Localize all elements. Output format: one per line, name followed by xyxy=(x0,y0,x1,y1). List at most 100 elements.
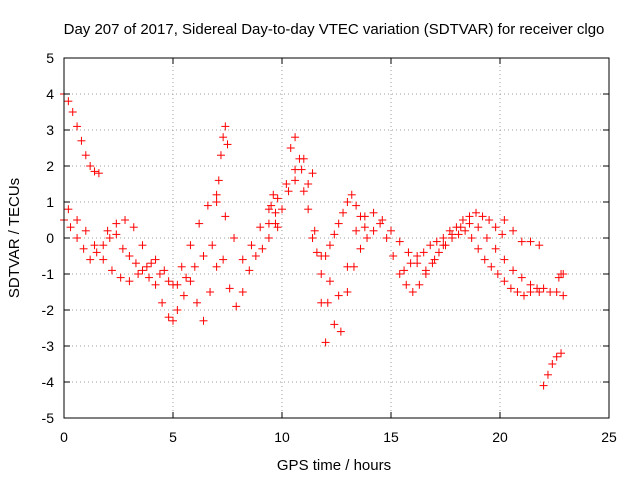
data-point xyxy=(480,255,489,264)
data-point xyxy=(64,97,73,106)
data-point xyxy=(509,226,518,235)
data-point xyxy=(173,306,182,314)
data-point xyxy=(271,208,280,217)
data-point xyxy=(273,194,282,203)
data-point xyxy=(147,259,156,268)
data-point xyxy=(428,259,437,268)
data-point xyxy=(336,327,345,336)
data-point xyxy=(267,201,276,210)
data-point xyxy=(164,313,173,322)
data-point xyxy=(90,167,99,176)
data-point xyxy=(219,255,228,264)
data-point xyxy=(304,180,313,188)
data-point xyxy=(230,234,239,242)
data-point xyxy=(482,234,491,242)
data-point xyxy=(330,320,339,329)
data-point xyxy=(232,302,241,311)
data-point xyxy=(295,154,304,163)
x-tick-label: 0 xyxy=(60,429,68,445)
data-point xyxy=(186,277,195,286)
data-point xyxy=(552,288,561,296)
data-point xyxy=(94,169,103,178)
data-point xyxy=(186,241,195,250)
x-tick-label: 20 xyxy=(492,429,508,445)
data-point xyxy=(310,226,319,235)
data-point xyxy=(99,241,108,250)
data-point xyxy=(485,216,494,224)
data-point xyxy=(339,208,348,217)
data-point xyxy=(360,223,369,232)
data-point xyxy=(81,226,90,235)
data-point xyxy=(131,259,140,268)
data-point xyxy=(151,255,160,264)
data-point xyxy=(395,237,404,246)
data-point xyxy=(116,273,125,282)
data-point xyxy=(406,259,415,268)
data-point xyxy=(539,381,548,390)
data-point xyxy=(105,234,114,242)
data-point xyxy=(526,280,535,289)
data-point xyxy=(352,226,361,235)
data-point xyxy=(330,230,339,239)
data-point xyxy=(282,180,291,188)
data-point xyxy=(465,212,474,221)
data-point xyxy=(219,133,228,142)
x-tick-label: 15 xyxy=(383,429,399,445)
data-point xyxy=(343,198,352,206)
data-point xyxy=(308,234,317,242)
data-point xyxy=(214,176,223,185)
data-point xyxy=(539,284,548,293)
y-tick-label: -3 xyxy=(42,338,55,354)
data-point xyxy=(73,234,82,242)
data-point xyxy=(474,223,483,232)
data-point xyxy=(356,244,365,253)
x-axis-label: GPS time / hours xyxy=(277,457,391,474)
data-point xyxy=(245,266,254,275)
data-point xyxy=(216,151,225,160)
data-point xyxy=(500,277,509,286)
data-point xyxy=(138,241,147,250)
data-point xyxy=(500,255,509,264)
data-point xyxy=(134,270,143,278)
data-point xyxy=(238,255,247,264)
data-point xyxy=(445,226,454,235)
data-point xyxy=(177,262,186,271)
data-point xyxy=(77,136,86,145)
data-point xyxy=(467,234,476,242)
y-tick-label: 4 xyxy=(46,86,54,102)
data-point xyxy=(487,262,496,271)
data-point xyxy=(247,241,256,250)
x-tick-label: 5 xyxy=(169,429,177,445)
grid-lines xyxy=(64,58,609,418)
data-point xyxy=(112,230,121,239)
data-point xyxy=(221,212,230,221)
y-tick-label: 5 xyxy=(46,50,54,66)
data-point xyxy=(478,212,487,221)
data-point xyxy=(264,234,273,242)
data-point xyxy=(517,237,526,246)
data-point xyxy=(182,273,191,282)
data-point xyxy=(491,244,500,253)
data-point xyxy=(321,338,330,347)
data-point xyxy=(291,133,300,142)
y-tick-label: -2 xyxy=(42,302,55,318)
data-point xyxy=(169,316,177,325)
data-point xyxy=(206,288,215,296)
data-point xyxy=(212,262,221,271)
y-axis-label: SDTVAR / TECUs xyxy=(6,178,23,298)
data-point xyxy=(526,288,535,296)
data-point xyxy=(325,241,334,250)
data-point xyxy=(382,234,391,242)
data-point xyxy=(376,219,385,228)
data-point xyxy=(145,273,154,282)
data-point xyxy=(500,216,509,224)
data-points xyxy=(60,90,568,390)
data-point xyxy=(129,223,138,232)
data-point xyxy=(526,237,535,246)
data-point xyxy=(291,165,300,174)
y-tick-label: 2 xyxy=(46,158,54,174)
data-point xyxy=(221,122,230,131)
data-point xyxy=(430,255,439,264)
data-point xyxy=(426,241,435,250)
